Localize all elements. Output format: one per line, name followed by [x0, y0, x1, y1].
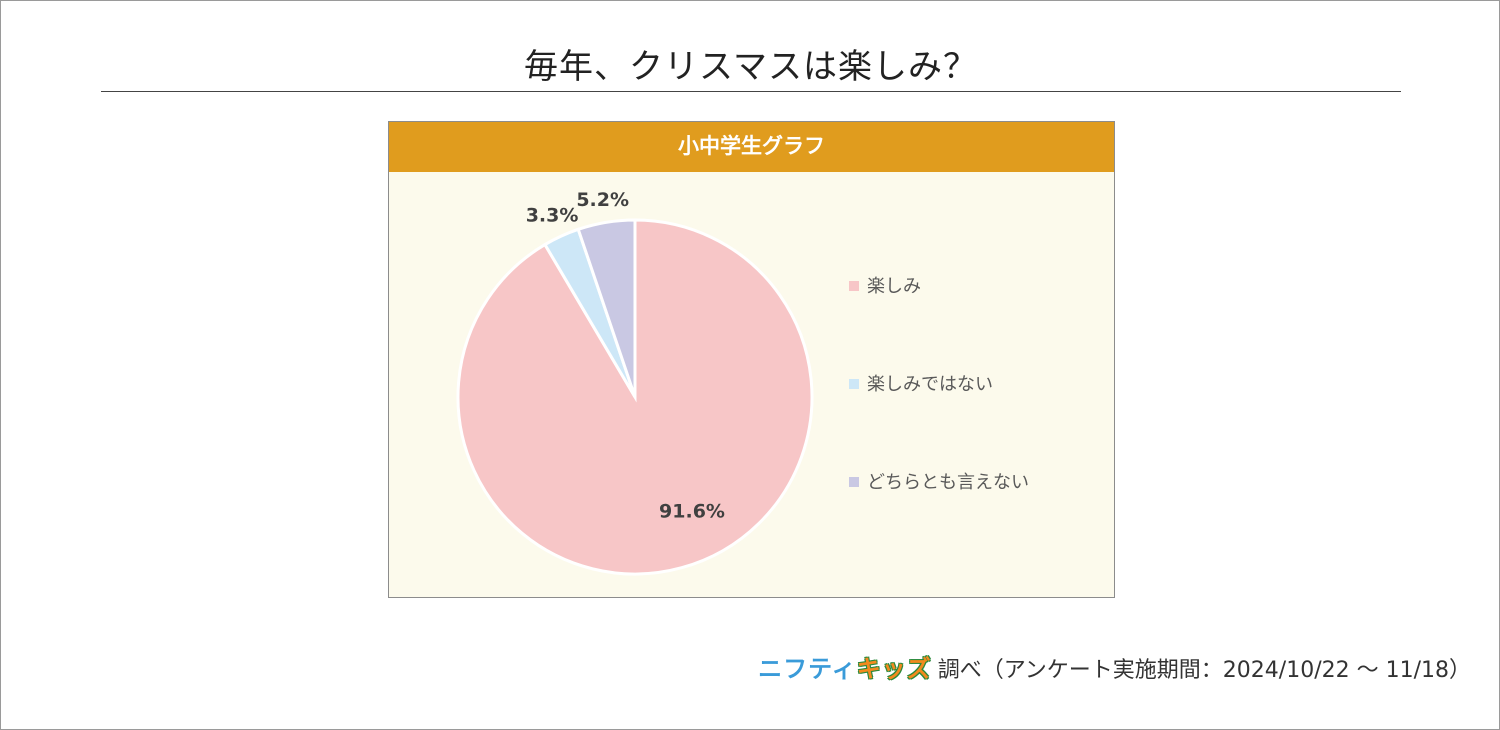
- legend-swatch: [849, 477, 859, 487]
- legend-label: 楽しみ: [867, 276, 921, 297]
- title-divider: [101, 91, 1401, 92]
- legend-item-2: 楽しみではない: [849, 370, 993, 396]
- legend-label: どちらとも言えない: [867, 472, 1029, 493]
- pie-chart: 91.6% 3.3%5.2%: [456, 189, 814, 576]
- source-credit: ニフティキッズ 調べ（アンケート実施期間：2024/10/22 ～ 11/18）: [758, 649, 1471, 684]
- niftykids-logo: ニフティキッズ: [758, 655, 932, 683]
- legend-item-1: 楽しみ: [849, 272, 921, 298]
- legend-swatch: [849, 281, 859, 291]
- chart-panel: 小中学生グラフ 91.6% 3.3% 5.2% 楽しみ楽しみではないどちらとも言えな…: [388, 121, 1115, 598]
- main-title: 毎年、クリスマスは楽しみ？: [524, 47, 978, 87]
- data-label-1: 91.6%: [659, 501, 725, 523]
- legend-swatch: [849, 379, 859, 389]
- panel-title: 小中学生グラフ: [389, 122, 1114, 172]
- pie-slice-3: [576, 218, 637, 398]
- data-label-2: 3.3%: [526, 205, 579, 227]
- legend-item-3: どちらとも言えない: [849, 468, 1029, 494]
- data-label-3: 5.2%: [576, 189, 629, 211]
- legend-label: 楽しみではない: [867, 374, 993, 395]
- source-text: 調べ（アンケート実施期間：2024/10/22 ～ 11/18）: [937, 658, 1471, 683]
